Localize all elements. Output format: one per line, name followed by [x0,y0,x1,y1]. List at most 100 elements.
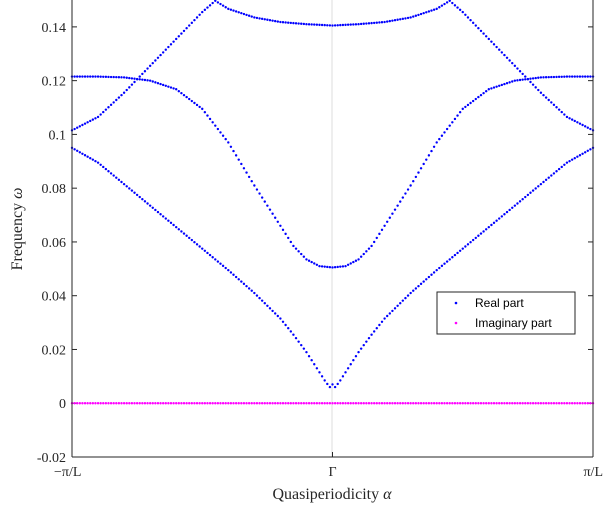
real-part-point [341,375,345,378]
real-part-point [164,217,167,220]
real-part-point [104,167,108,171]
real-part-point [396,304,399,307]
real-part-point [386,220,389,223]
real-part-point [313,262,316,265]
real-part-point [516,79,519,82]
imaginary-part-point [253,402,256,405]
real-part-point [83,154,87,157]
imaginary-part-point [169,402,173,405]
real-part-point [289,240,293,244]
imaginary-part-point [284,402,287,405]
real-part-point [432,145,436,148]
real-part-point [466,16,470,19]
real-part-point [211,1,214,5]
real-part-point [214,0,217,3]
real-part-point [430,273,433,276]
real-part-point [542,93,545,97]
real-part-point [258,192,261,195]
real-part-point [524,78,527,81]
real-part-point [190,99,194,103]
real-part-point [550,174,553,177]
real-part-point [219,131,222,134]
real-part-point [568,117,571,120]
real-part-point [362,252,365,256]
real-part-point [247,14,251,17]
real-part-point [172,40,175,43]
real-part-point [240,162,243,166]
real-part-point [388,19,392,23]
real-part-point [180,230,183,233]
real-part-point [552,103,556,107]
imaginary-part-point [193,402,196,405]
imaginary-part-point [570,402,574,405]
real-part-point [117,96,121,99]
real-part-point [125,88,128,92]
real-part-point [544,178,548,182]
real-part-point [529,191,532,194]
imaginary-part-point [339,402,342,405]
imaginary-part-point [484,402,488,405]
imaginary-part-point [201,402,204,405]
real-part-point [232,273,235,276]
real-part-point [352,23,355,26]
imaginary-part-point [81,402,84,405]
real-part-point [263,302,266,305]
real-part-point [117,178,121,182]
imaginary-part-point [305,402,308,405]
imaginary-part-point [362,402,365,405]
real-part-point [495,85,498,88]
real-part-point [133,77,136,80]
real-part-point [557,167,561,171]
real-part-point [195,16,199,19]
real-part-point [260,17,264,21]
real-part-point [354,354,358,358]
real-part-point [89,119,92,123]
real-part-point [367,247,371,250]
imaginary-part-point [378,402,381,405]
real-part-point [201,247,204,250]
real-part-point [229,271,233,274]
real-part-point [367,336,371,340]
real-part-point [511,206,514,209]
real-part-point [401,196,405,199]
imaginary-part-point [388,402,392,405]
y-axis-ticks: -0.02 0 0.02 0.04 0.06 0.08 0.1 0.12 0.14 [37,21,593,466]
imaginary-part-point [300,402,303,405]
real-part-point [563,163,566,166]
imaginary-part-point [94,402,97,405]
imaginary-part-point [302,402,306,405]
real-part-point [138,195,141,199]
real-part-point [393,19,397,22]
real-part-point [250,179,253,183]
real-part-point [396,18,399,21]
legend-marker-imaginary [454,321,458,325]
real-part-point [565,75,569,78]
real-part-point [336,382,339,386]
real-part-point [401,17,405,21]
imaginary-part-point [161,402,165,405]
real-part-point [258,17,261,20]
real-part-point [399,302,402,305]
real-part-point [372,240,376,244]
y-tick-label: 0.06 [42,236,67,251]
real-part-point [115,176,118,179]
real-part-point [456,251,459,255]
imaginary-part-point [544,402,548,405]
imaginary-part-point [281,402,285,405]
imaginary-part-point [333,402,337,405]
real-part-point [206,114,209,117]
real-part-point [568,159,571,163]
real-part-point [357,350,360,354]
real-part-point [573,75,576,78]
imaginary-part-point [526,402,530,405]
real-part-point [99,163,102,166]
imaginary-part-point [581,402,584,405]
real-part-point [86,155,89,158]
real-part-point [409,184,412,187]
real-part-point [81,75,84,78]
real-part-point [229,145,233,148]
imaginary-part-point [461,402,464,405]
imaginary-part-point [117,402,121,405]
real-part-point [495,219,498,222]
imaginary-part-point [206,402,209,405]
